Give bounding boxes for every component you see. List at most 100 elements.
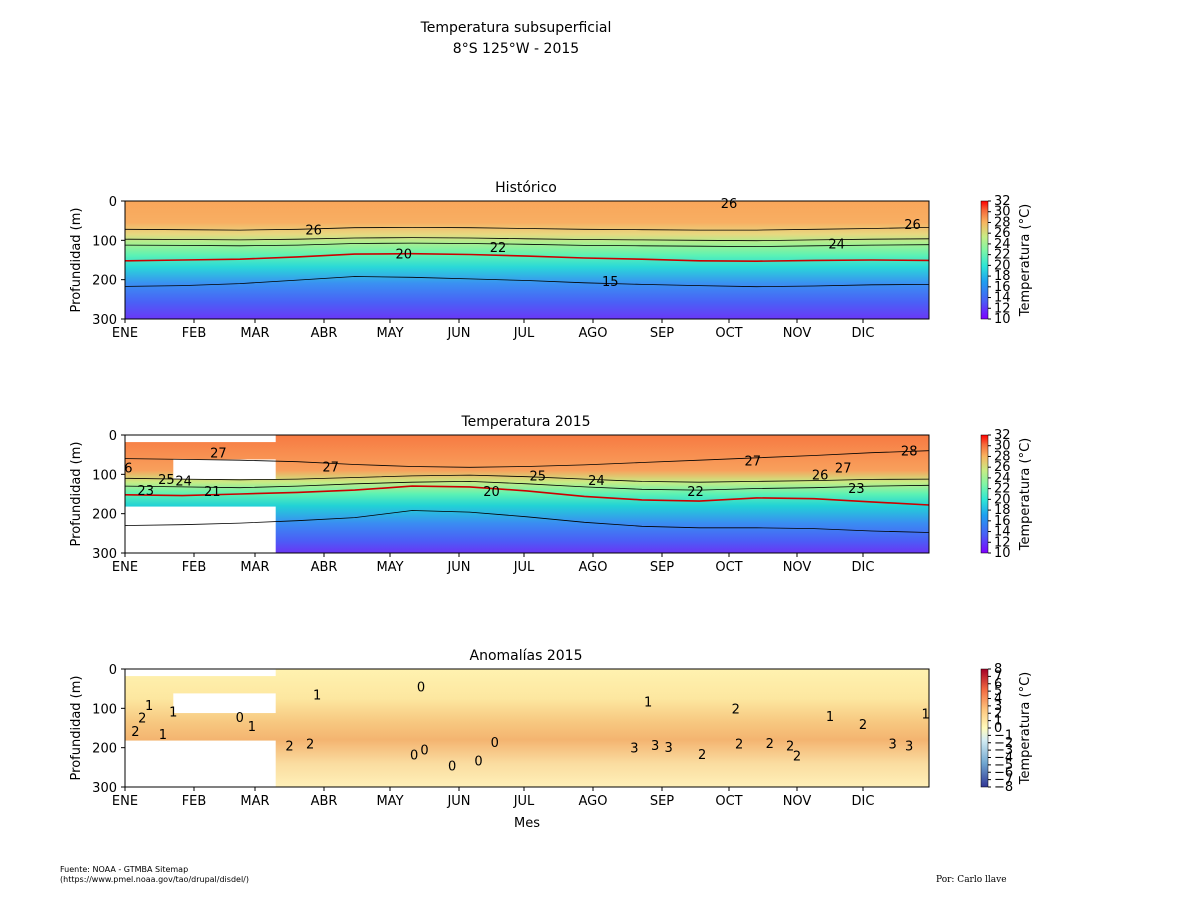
x-tick-label: JUN <box>446 560 470 575</box>
colorbar-tick-label: 10 <box>994 312 1011 327</box>
contour-label: 3 <box>651 739 659 754</box>
missing-data-block <box>125 740 276 787</box>
colorbar <box>980 200 989 320</box>
isotherm-22 <box>124 242 930 248</box>
x-tick-label: JUL <box>513 560 535 575</box>
isotherm-22 <box>124 480 930 491</box>
contour-label: 3 <box>665 741 673 756</box>
x-tick-label: ENE <box>112 794 138 809</box>
x-tick-label: FEB <box>182 560 207 575</box>
contour-label: 2 <box>698 748 706 763</box>
colorbar-tick-label: 30 <box>994 205 1011 220</box>
x-tick-label: JUN <box>446 794 470 809</box>
y-axis-label: Profundidad (m) <box>69 676 84 781</box>
missing-data-block <box>125 435 276 443</box>
plot-frame <box>124 200 930 320</box>
colorbar-label: Temperatura (°C) <box>1018 672 1033 785</box>
contour-label: 0 <box>448 759 456 774</box>
contour-label: 23 <box>137 484 154 499</box>
contour-label: 1 <box>169 705 177 720</box>
x-tick-label: ABR <box>311 326 338 341</box>
contour-label: 0 <box>420 744 428 759</box>
isotherm-26 <box>124 226 930 231</box>
panel-title: Anomalías 2015 <box>470 648 583 664</box>
colorbar-label: Temperatura (°C) <box>1018 204 1033 317</box>
credit-text: Por: Carlo llave <box>936 875 1007 885</box>
colorbar-tick-label: 7 <box>994 669 1002 684</box>
contour-label: 2 <box>131 725 139 740</box>
contour-label: 0 <box>236 711 244 726</box>
colorbar-label: Temperatura (°C) <box>1018 438 1033 551</box>
x-axis-label: Mes <box>514 816 540 831</box>
y-axis-label: Profundidad (m) <box>69 442 84 547</box>
colorbar-tick-label: 16 <box>994 514 1011 529</box>
contour-label: 20 <box>396 247 413 262</box>
colorbar-tick-label: 4 <box>994 692 1002 707</box>
colorbar-tick-label: 24 <box>994 237 1011 252</box>
contour-label: 27 <box>745 455 762 470</box>
colorbar-tick-label: 1 <box>994 714 1002 729</box>
contour-label: 2 <box>786 740 794 755</box>
colorbar-tick-label: 30 <box>994 439 1011 454</box>
y-tick-label: 0 <box>109 663 117 678</box>
x-tick-label: OCT <box>715 326 742 341</box>
contour-label: 27 <box>322 460 339 475</box>
y-tick-label: 300 <box>92 313 117 328</box>
isotherm-27 <box>124 450 930 468</box>
contour-label: 20 <box>483 485 500 500</box>
colorbar-tick-label: −2 <box>994 736 1013 751</box>
contour-label: 1 <box>644 696 652 711</box>
y-tick-label: 100 <box>92 702 117 717</box>
contour-label: 25 <box>530 470 547 485</box>
contour-label: 2 <box>766 737 774 752</box>
figure-title: Temperatura subsuperficial <box>420 20 612 36</box>
x-tick-label: SEP <box>650 794 674 809</box>
y-tick-label: 100 <box>92 468 117 483</box>
colorbar-tick-label: 32 <box>994 194 1011 209</box>
colorbar-tick-label: 20 <box>994 258 1011 273</box>
y-tick-label: 300 <box>92 781 117 796</box>
missing-data-block <box>125 506 276 553</box>
colorbar-tick-label: 0 <box>994 721 1002 736</box>
colorbar-tick-label: 16 <box>994 280 1011 295</box>
x-tick-label: JUL <box>513 326 535 341</box>
contour-label: 27 <box>835 461 852 476</box>
isotherm-24 <box>124 237 930 242</box>
contour-label: 2 <box>138 711 146 726</box>
contour-label: 2 <box>285 740 293 755</box>
contour-label: 2 <box>859 718 867 733</box>
colorbar-tick-label: −1 <box>994 728 1013 743</box>
colorbar <box>980 434 989 554</box>
contour-label: 26 <box>812 468 829 483</box>
panel-title: Histórico <box>495 180 557 196</box>
y-tick-label: 0 <box>109 195 117 210</box>
contour-label: 1 <box>313 689 321 704</box>
contour-label: 28 <box>901 445 918 460</box>
x-tick-label: DIC <box>852 560 875 575</box>
x-tick-label: DIC <box>852 326 875 341</box>
x-tick-label: OCT <box>715 794 742 809</box>
x-tick-label: MAY <box>376 560 403 575</box>
colorbar-tick-label: −4 <box>994 751 1013 766</box>
isotherm-20 <box>124 485 930 506</box>
colorbar-tick-label: −8 <box>994 780 1013 795</box>
colorbar-tick-label: −7 <box>994 773 1013 788</box>
x-tick-label: MAY <box>376 794 403 809</box>
colorbar-tick-label: 22 <box>994 482 1011 497</box>
x-tick-label: AGO <box>579 794 608 809</box>
x-tick-label: MAR <box>240 560 269 575</box>
contour-label: 27 <box>210 447 227 462</box>
contour-label: 2 <box>793 750 801 765</box>
colorbar-tick-label: 28 <box>994 449 1011 464</box>
plot-frame <box>124 668 930 788</box>
contour-label: 1 <box>145 699 153 714</box>
colorbar-tick-label: 8 <box>994 662 1002 677</box>
x-tick-label: MAR <box>240 794 269 809</box>
colorbar-tick-label: 22 <box>994 248 1011 263</box>
x-tick-label: SEP <box>650 326 674 341</box>
missing-data-block <box>173 693 276 714</box>
x-tick-label: DIC <box>852 794 875 809</box>
y-tick-label: 200 <box>92 274 117 289</box>
